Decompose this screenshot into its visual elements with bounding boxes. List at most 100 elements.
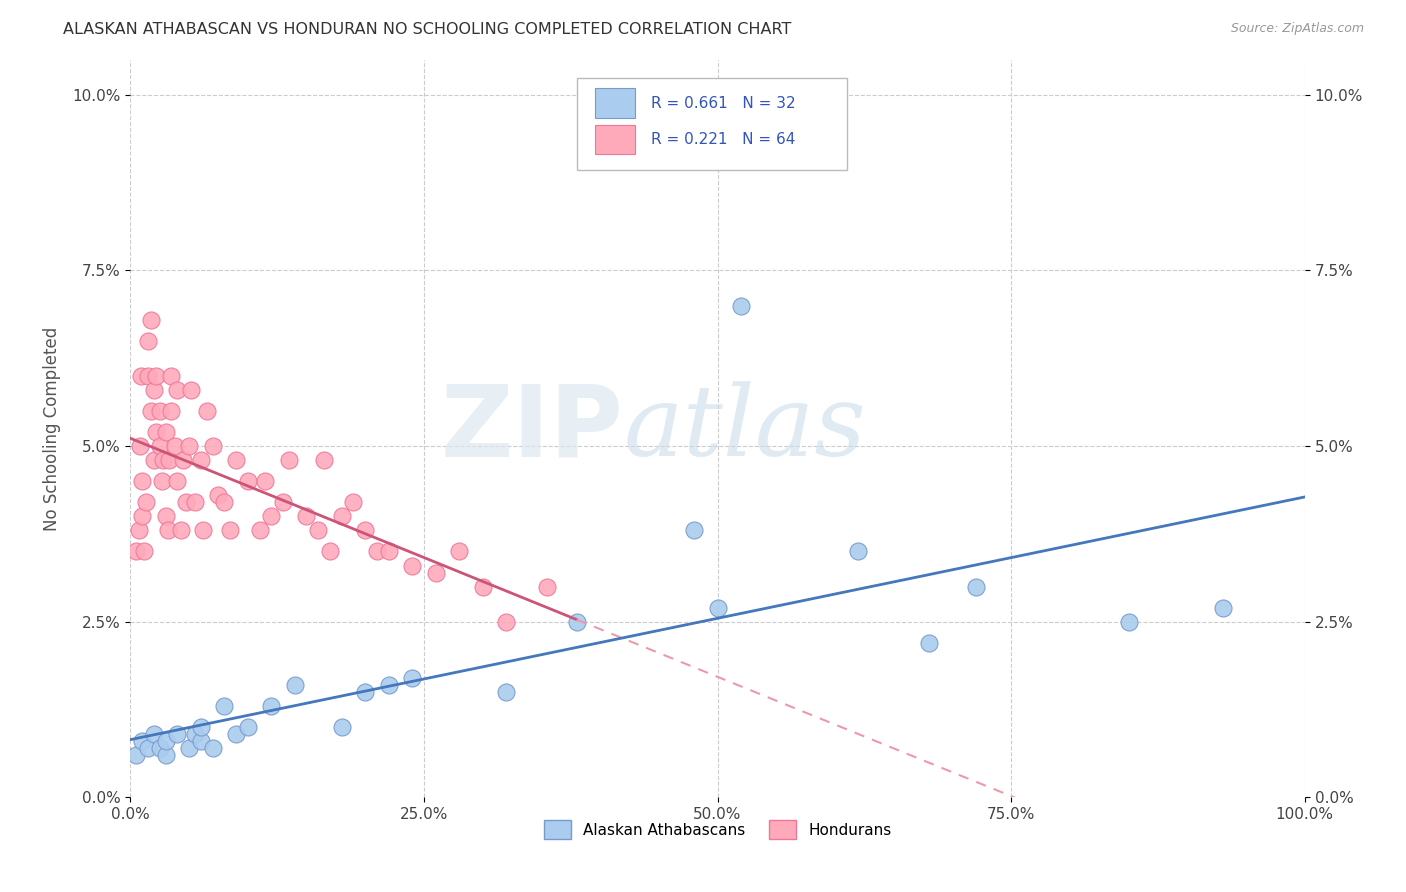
Point [190,734,212,748]
Point [190,453,212,467]
Point [142,383,165,397]
Point [150,474,173,488]
Y-axis label: No Schooling Completed: No Schooling Completed [44,326,60,531]
Point [152,453,174,467]
Point [163,439,186,453]
FancyBboxPatch shape [595,125,636,154]
Point [401,558,423,573]
Point [166,383,188,397]
FancyBboxPatch shape [576,78,846,170]
Point [128,524,150,538]
Point [149,404,172,418]
Point [260,509,283,524]
Point [401,671,423,685]
Point [683,524,706,538]
Point [172,453,194,467]
Text: R = 0.221   N = 64: R = 0.221 N = 64 [651,132,794,147]
Text: R = 0.661   N = 32: R = 0.661 N = 32 [651,95,796,111]
Point [354,685,377,699]
Point [319,544,342,558]
Point [134,544,156,558]
Point [965,580,987,594]
Point [136,334,159,348]
Point [155,748,177,763]
Point [149,439,172,453]
Text: ZIP: ZIP [440,380,624,477]
Point [214,495,236,509]
Point [330,720,353,734]
Point [166,474,188,488]
Point [471,580,494,594]
Point [449,544,471,558]
Point [177,741,200,756]
Point [155,734,177,748]
Point [141,404,163,418]
Legend: Alaskan Athabascans, Hondurans: Alaskan Athabascans, Hondurans [537,814,897,845]
Point [706,600,728,615]
Point [214,699,236,714]
Point [377,544,399,558]
Point [191,524,214,538]
Point [277,453,299,467]
Point [145,368,167,383]
Point [170,524,193,538]
Point [166,727,188,741]
Point [125,748,148,763]
Point [128,439,150,453]
Point [342,495,364,509]
Point [236,720,259,734]
Point [129,368,152,383]
Point [848,544,870,558]
Point [201,439,224,453]
Point [155,509,177,524]
Point [131,734,153,748]
Point [149,741,172,756]
Point [207,488,229,502]
Point [495,685,517,699]
Point [307,524,329,538]
Point [377,678,399,692]
Point [236,474,259,488]
Point [174,495,197,509]
Point [145,425,167,439]
Point [184,727,207,741]
Point [125,544,148,558]
Point [180,383,202,397]
Point [141,312,163,326]
Point [536,580,558,594]
Point [918,636,941,650]
Point [366,544,388,558]
Point [155,425,177,439]
Point [314,453,336,467]
Text: Source: ZipAtlas.com: Source: ZipAtlas.com [1230,22,1364,36]
Point [131,474,153,488]
Point [201,741,224,756]
Point [1212,600,1234,615]
Point [225,453,247,467]
Point [284,678,307,692]
Point [184,495,207,509]
Point [1118,615,1140,629]
Text: atlas: atlas [624,381,866,476]
Point [425,566,447,580]
Point [157,453,180,467]
Point [135,495,157,509]
Point [142,453,165,467]
Point [160,368,183,383]
Point [254,474,277,488]
Point [195,404,218,418]
Point [565,615,588,629]
Point [177,439,200,453]
Point [260,699,283,714]
Point [295,509,318,524]
Point [142,727,165,741]
Point [136,368,159,383]
Point [354,524,377,538]
Text: ALASKAN ATHABASCAN VS HONDURAN NO SCHOOLING COMPLETED CORRELATION CHART: ALASKAN ATHABASCAN VS HONDURAN NO SCHOOL… [63,22,792,37]
Point [495,615,517,629]
Point [136,741,159,756]
Point [730,299,752,313]
Point [219,524,242,538]
Point [156,524,179,538]
Point [249,524,271,538]
